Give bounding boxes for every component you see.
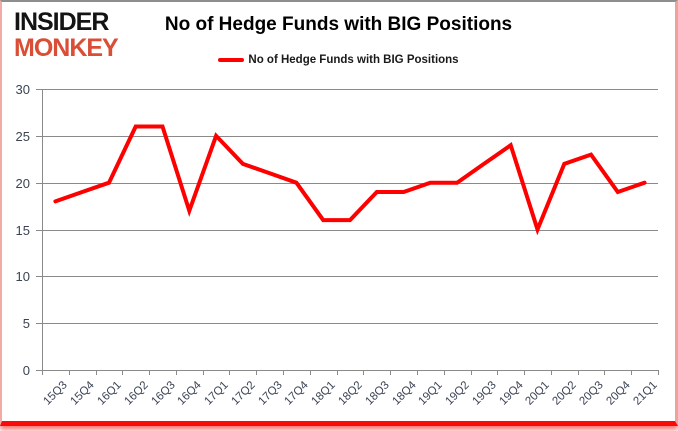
x-axis-label-17Q3: 17Q3 bbox=[256, 379, 285, 408]
x-axis-label-18Q1: 18Q1 bbox=[309, 379, 338, 408]
x-axis-label-20Q2: 20Q2 bbox=[550, 379, 580, 408]
y-axis-label-0: 0 bbox=[22, 363, 30, 378]
legend-line-swatch bbox=[218, 58, 245, 62]
x-axis-label-18Q3: 18Q3 bbox=[363, 379, 392, 408]
x-axis-label-20Q1: 20Q1 bbox=[523, 379, 553, 408]
x-axis-label-19Q2: 19Q2 bbox=[443, 379, 472, 408]
y-axis-label-10: 10 bbox=[15, 269, 30, 285]
x-axis-label-17Q4: 17Q4 bbox=[282, 379, 312, 408]
legend: No of Hedge Funds with BIG Positions bbox=[2, 54, 675, 66]
x-axis-label-19Q4: 19Q4 bbox=[497, 379, 526, 408]
x-axis-label-18Q4: 18Q4 bbox=[389, 379, 419, 408]
logo-text-insider: INSIDER bbox=[14, 8, 109, 36]
y-axis-label-20: 20 bbox=[15, 175, 30, 191]
x-axis-label-19Q1: 19Q1 bbox=[416, 379, 446, 408]
y-axis-labels: 0 5 10 15 20 25 30 bbox=[2, 83, 30, 377]
x-axis-label-17Q1: 17Q1 bbox=[202, 379, 231, 408]
x-axis-label-16Q3: 16Q3 bbox=[148, 379, 178, 408]
insider-monkey-logo: INSIDER MONKEY bbox=[14, 8, 119, 62]
x-axis-label-16Q4: 16Q4 bbox=[175, 379, 205, 408]
x-axis-label-19Q3: 19Q3 bbox=[470, 379, 499, 408]
line-chart-svg bbox=[36, 89, 659, 375]
x-axis-label-20Q4: 20Q4 bbox=[604, 379, 633, 408]
data-series-line bbox=[53, 124, 647, 236]
y-axis-label-5: 5 bbox=[22, 316, 30, 332]
y-axis-label-30: 30 bbox=[15, 82, 30, 97]
x-axis-label-15Q3: 15Q3 bbox=[41, 379, 71, 408]
x-axis-label-20Q3: 20Q3 bbox=[577, 379, 606, 408]
x-axis-label-16Q2: 16Q2 bbox=[122, 379, 151, 408]
x-axis-label-16Q1: 16Q1 bbox=[95, 379, 124, 408]
x-axis-label-18Q2: 18Q2 bbox=[336, 379, 365, 408]
x-axis-labels: 15Q3 15Q4 16Q1 16Q2 16Q3 16Q4 17Q1 17Q2 17Q3 17Q4… bbox=[36, 379, 660, 422]
legend-label: No of Hedge Funds with BIG Positions bbox=[248, 54, 459, 66]
x-axis-label-21Q1: 21Q1 bbox=[630, 379, 660, 408]
chart-title: No of Hedge Funds with BIG Positions bbox=[164, 14, 513, 35]
y-axis-label-15: 15 bbox=[15, 222, 30, 238]
logo-text-monkey: MONKEY bbox=[14, 34, 119, 62]
x-axis-label-17Q2: 17Q2 bbox=[229, 379, 258, 408]
y-axis-label-25: 25 bbox=[15, 128, 30, 144]
x-axis-label-15Q4: 15Q4 bbox=[68, 379, 97, 408]
